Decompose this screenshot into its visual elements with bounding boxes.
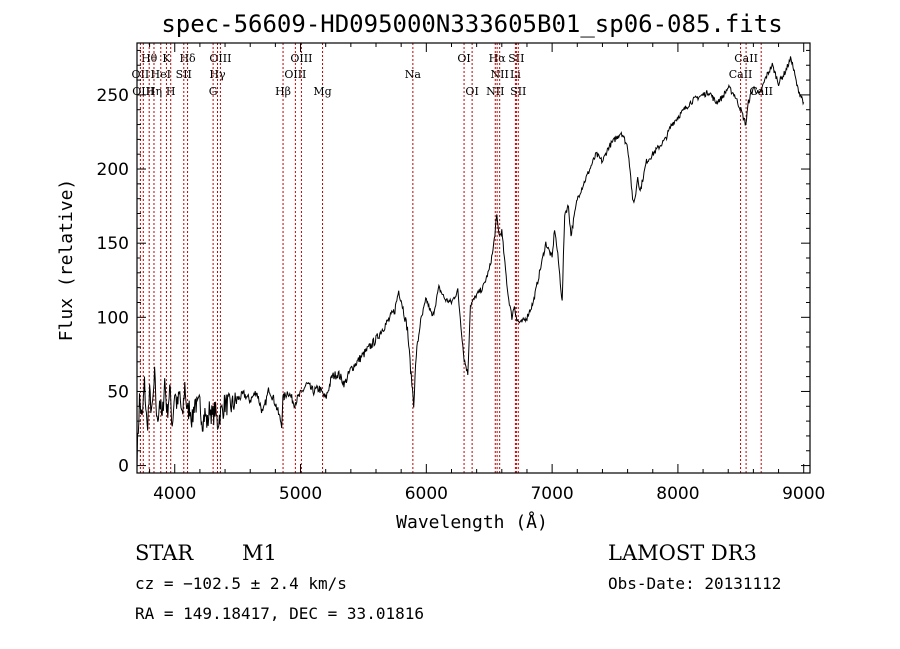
- y-tick-label: 150: [97, 234, 129, 254]
- y-tick-label: 250: [97, 86, 129, 106]
- spectral-line-label: Li: [510, 68, 521, 81]
- spectral-line-label: SII: [508, 52, 524, 65]
- object-class: STAR: [135, 541, 194, 565]
- spectral-line-label: Hδ: [179, 52, 196, 65]
- survey-name: LAMOST DR3: [608, 541, 757, 565]
- spectral-line-label: Hγ: [209, 68, 226, 81]
- spectral-line-label: OII: [132, 68, 150, 81]
- spectral-line-label: CaII: [734, 52, 758, 65]
- spectral-line-label: HeI: [151, 68, 171, 81]
- spectral-line-label: NII: [486, 85, 504, 98]
- spectral-line-label: NII: [491, 68, 509, 81]
- spectral-line-label: CaII: [749, 85, 773, 98]
- x-axis-label: Wavelength (Å): [396, 511, 548, 533]
- sky-coordinates: RA = 149.18417, DEC = 33.01816: [135, 604, 424, 623]
- spectral-line-label: Na: [405, 68, 422, 81]
- spectral-line-label: SII: [176, 68, 192, 81]
- y-axis-ticks: 0 50 100 150 200 250: [97, 49, 810, 477]
- spectral-line-label: Mg: [313, 85, 331, 98]
- y-tick-label: 50: [107, 382, 129, 402]
- spectral-line-label: Hα: [489, 52, 507, 65]
- spectral-line-label: OIII: [209, 52, 231, 65]
- spectral-line-label: Hη: [146, 85, 162, 98]
- spectrum-line: [136, 56, 805, 471]
- y-tick-label: 200: [97, 160, 129, 180]
- object-subclass: M1: [242, 541, 277, 565]
- spectral-line-label: G: [209, 85, 218, 98]
- spectral-line-label: OI: [465, 85, 478, 98]
- spectral-line-label: OIII: [284, 68, 306, 81]
- spectrum-series: [136, 56, 805, 471]
- x-tick-label: 4000: [153, 484, 196, 504]
- chart-title: spec-56609-HD095000N333605B01_sp06-085.f…: [161, 10, 782, 38]
- observation-date: Obs-Date: 20131112: [608, 574, 781, 593]
- plot-frame: [136, 42, 811, 474]
- y-tick-label: 100: [97, 308, 129, 328]
- y-tick-label: 0: [118, 457, 129, 477]
- x-tick-label: 9000: [782, 484, 825, 504]
- spectral-line-label: H: [166, 85, 176, 98]
- spectral-line-label: SII: [510, 85, 526, 98]
- spectral-line-label: OI: [457, 52, 470, 65]
- x-tick-label: 7000: [530, 484, 573, 504]
- spectral-line-label: Hβ: [275, 85, 291, 98]
- spectral-line-label: OIII: [290, 52, 312, 65]
- spectral-line-label: K: [162, 52, 171, 65]
- redshift-cz: cz = −102.5 ± 2.4 km/s: [135, 574, 347, 593]
- x-tick-label: 6000: [405, 484, 448, 504]
- spectral-line-label: CaII: [729, 68, 753, 81]
- y-axis-label: Flux (relative): [56, 179, 77, 342]
- x-tick-label: 5000: [279, 484, 322, 504]
- x-tick-label: 8000: [656, 484, 699, 504]
- x-axis-ticks: 4000 5000 6000 7000 8000 9000: [149, 43, 825, 504]
